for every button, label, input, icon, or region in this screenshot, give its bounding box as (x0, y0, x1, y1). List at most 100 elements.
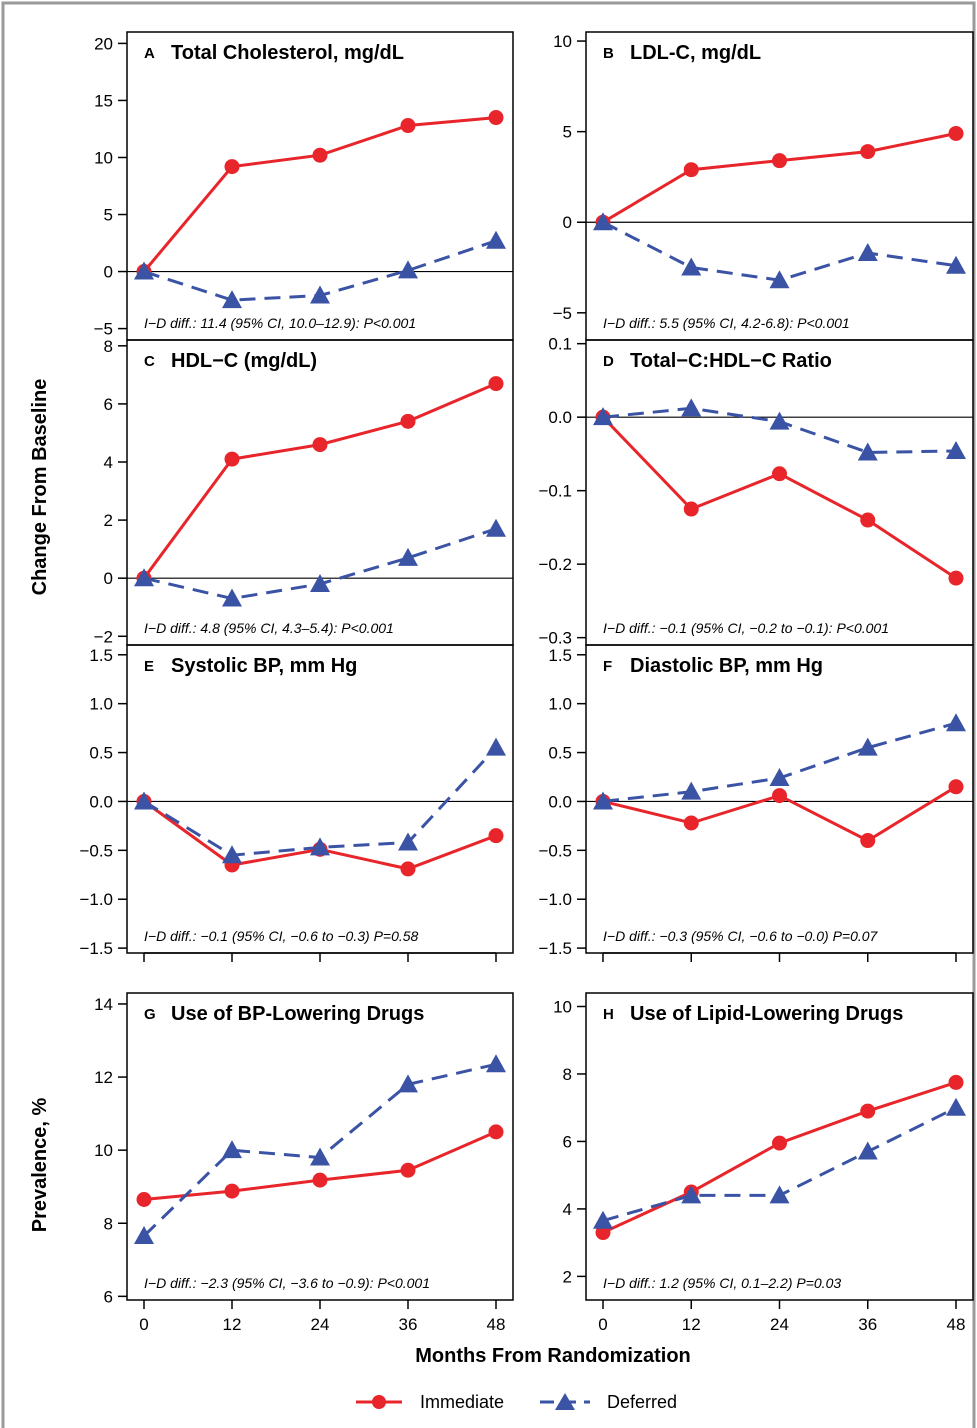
panel-b-immediate-point-4 (948, 125, 964, 141)
panel-b-immediate-point-1 (683, 162, 699, 178)
panel-d-letter: D (603, 353, 614, 370)
panel-c-ytick-label-2: 2 (104, 511, 113, 530)
panel-b-immediate-line (602, 132, 957, 224)
panel-g-letter: G (144, 1006, 156, 1023)
panel-b-ytick-label-0: −5 (553, 304, 572, 323)
x-tick-label-right-2: 24 (770, 1315, 789, 1334)
panel-c-immediate-point-1 (224, 451, 240, 467)
panel-h-immediate-line (602, 1080, 957, 1234)
panel-d-ytick-label-0: −0.3 (538, 629, 572, 648)
panel-g-deferred-point-0 (134, 1226, 154, 1245)
panel-f-ytick-label-3: 0.0 (548, 792, 572, 811)
panel-d-ytick-label-4: 0.1 (548, 335, 572, 354)
panel-e-letter: E (144, 658, 154, 675)
panel-h-deferred-point-2 (769, 1185, 790, 1204)
panel-d-ytick-label-1: −0.2 (538, 555, 572, 574)
panel-d-immediate-line (601, 416, 957, 580)
panel-h-ytick-label-1: 4 (563, 1200, 572, 1219)
panel-e-deferred-point-0 (134, 791, 154, 810)
panel-c-immediate-point-3 (400, 413, 416, 429)
panel-d-deferred-point-3 (857, 442, 878, 461)
x-tick-label-left-3: 36 (399, 1315, 418, 1334)
panel-e-deferred-point-4 (486, 737, 506, 756)
panel-a-deferred-point-1 (222, 290, 242, 309)
panel-a: −5 0 5 10 15 20 A Total Cholesterol, mg/dL I−D d… (94, 31, 514, 341)
legend-marker-immediate (372, 1395, 386, 1409)
panel-a-ytick-label-5: 20 (94, 34, 113, 53)
panel-e-ytick-label-5: 1.0 (89, 695, 113, 714)
panel-e-ytick-label-6: 1.5 (89, 646, 113, 665)
y-axis-title-change: Change From Baseline (29, 379, 51, 596)
legend: Immediate Deferred (356, 1392, 677, 1412)
panel-h-annotation: I−D diff.: 1.2 (95% CI, 0.1–2.2) P=0.03 (603, 1275, 841, 1291)
panel-f-ytick-label-6: 1.5 (548, 646, 572, 665)
panel-c-letter: C (144, 353, 155, 370)
panel-c-title: HDL−C (mg/dL) (171, 350, 317, 372)
panel-g-ytick-label-4: 14 (94, 995, 113, 1014)
panel-h-deferred-point-3 (857, 1141, 878, 1160)
panel-a-title: Total Cholesterol, mg/dL (171, 42, 404, 64)
panel-f-deferred-point-4 (946, 713, 966, 732)
panel-h-immediate-point-2 (772, 1135, 787, 1151)
panel-c-immediate-line (142, 382, 497, 580)
panel-a-immediate-point-3 (400, 118, 416, 134)
panel-g-immediate-point-4 (488, 1124, 504, 1140)
panel-b-ytick-label-2: 5 (563, 123, 572, 142)
panel-f-ytick-label-2: −0.5 (538, 841, 572, 860)
panel-g-deferred-point-1 (222, 1140, 242, 1159)
panel-g-ytick-label-3: 12 (94, 1068, 113, 1087)
panel-g-annotation: I−D diff.: −2.3 (95% CI, −3.6 to −0.9): … (144, 1275, 430, 1291)
panel-e-deferred-point-2 (310, 837, 330, 856)
panel-h-immediate-point-0 (595, 1225, 611, 1241)
panel-a-immediate-line (142, 116, 497, 273)
panel-a-deferred-point-0 (134, 261, 154, 280)
panel-h: 2 4 6 8 10 H Use of Lipid-Lowering Drugs I−D di… (553, 992, 974, 1301)
x-tick-label-right-0: 0 (598, 1315, 607, 1334)
panel-b-annotation: I−D diff.: 5.5 (95% CI, 4.2-6.8): P<0.00… (603, 315, 850, 331)
panel-f-title: Diastolic BP, mm Hg (630, 655, 823, 677)
panel-b-letter: B (603, 45, 614, 62)
panel-g-deferred-point-4 (486, 1054, 506, 1073)
panel-h-title: Use of Lipid-Lowering Drugs (630, 1003, 903, 1025)
panel-d-deferred-point-2 (769, 411, 790, 430)
x-axis-title: Months From Randomization (415, 1345, 691, 1367)
panel-g-immediate-point-0 (136, 1191, 152, 1207)
panel-c-immediate-point-2 (312, 437, 328, 453)
panel-d-immediate-point-3 (860, 512, 876, 528)
panel-f-annotation: I−D diff.: −0.3 (95% CI, −0.6 to −0.0) P… (603, 928, 879, 944)
y-axis-title-prevalence: Prevalence, % (29, 1098, 51, 1233)
panel-f-immediate-point-3 (860, 833, 876, 849)
panel-b-ytick-label-3: 10 (553, 32, 572, 51)
panel-a-letter: A (144, 45, 155, 62)
x-tick-label-right-1: 12 (682, 1315, 701, 1334)
panel-f-ytick-label-1: −1.0 (538, 890, 572, 909)
panel-c-ytick-label-3: 4 (104, 453, 113, 472)
x-tick-label-right-3: 36 (858, 1315, 877, 1334)
x-tick-label-right-4: 48 (947, 1315, 966, 1334)
panel-g: 6 8 10 12 14 G Use of BP-Lowering Drugs I−D dif… (94, 992, 514, 1306)
panel-d-box (585, 339, 974, 646)
panel-c-deferred-point-0 (134, 568, 154, 587)
panel-e-ytick-label-3: 0.0 (89, 792, 113, 811)
panel-h-immediate-point-4 (948, 1074, 964, 1090)
panel-g-title: Use of BP-Lowering Drugs (171, 1003, 424, 1025)
panel-b: −5 0 5 10 B LDL-C, mg/dL I−D diff.: 5.5 (95% C… (553, 31, 974, 341)
panel-f-ytick-label-4: 0.5 (548, 744, 572, 763)
panel-h-deferred-point-4 (946, 1097, 966, 1116)
panel-e-immediate-point-4 (488, 828, 504, 844)
panel-a-deferred-point-3 (398, 260, 418, 279)
panel-g-deferred-point-3 (398, 1074, 418, 1093)
x-tick-label-left-2: 24 (311, 1315, 330, 1334)
panel-e-annotation: I−D diff.: −0.1 (95% CI, −0.6 to −0.3) P… (144, 928, 419, 944)
panel-a-ytick-label-0: −5 (94, 320, 113, 339)
panel-f-deferred-point-0 (593, 791, 613, 810)
panel-c-deferred-point-3 (398, 547, 418, 566)
panel-d-ytick-label-2: −0.1 (538, 482, 572, 501)
panel-h-deferred-line (602, 1106, 957, 1223)
panel-c-deferred-point-2 (310, 574, 330, 592)
x-tick-label-left-0: 0 (139, 1315, 148, 1334)
panel-h-ytick-label-0: 2 (563, 1267, 572, 1286)
panel-d-title: Total−C:HDL−C Ratio (630, 350, 832, 372)
